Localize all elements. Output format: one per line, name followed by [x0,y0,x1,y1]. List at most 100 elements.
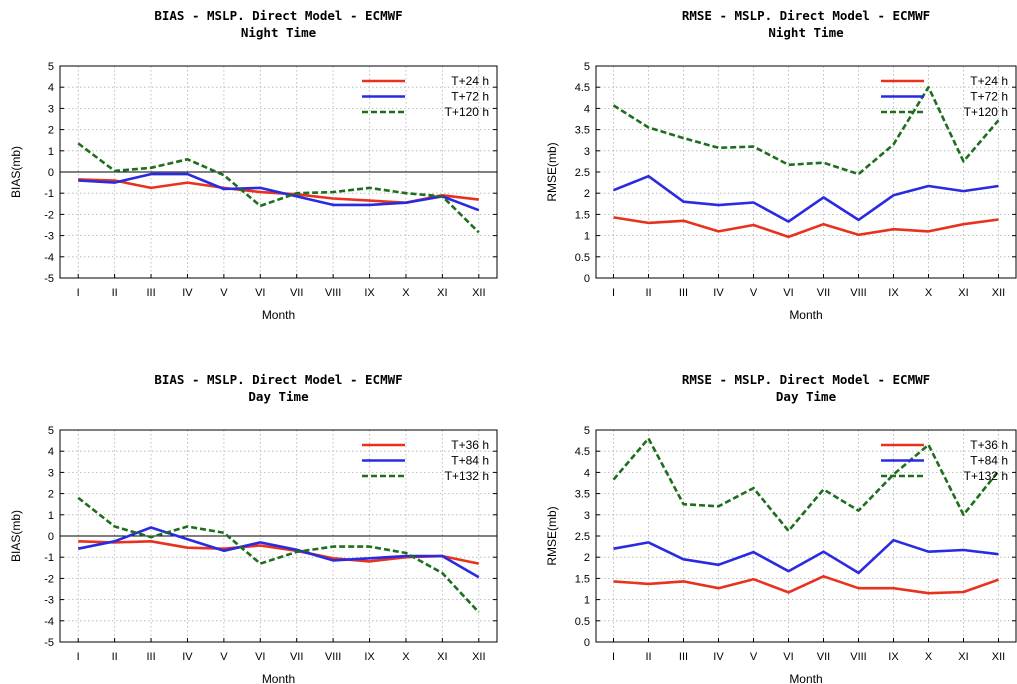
chart-title: RMSE - MSLP. Direct Model - ECMWF [682,372,930,387]
x-tick-label: X [402,651,410,663]
x-tick-label: V [220,287,228,299]
x-tick-label: VI [783,287,793,299]
x-tick-label: II [112,651,118,663]
legend-label: T+24 h [970,74,1008,88]
y-tick-label: 4.5 [575,82,590,94]
y-tick-label: -2 [44,573,54,585]
x-tick-label: XI [958,651,968,663]
y-tick-label: -4 [44,252,54,264]
legend-label: T+36 h [451,438,489,452]
series-line-t-84-h [613,538,999,575]
series-line-t-24-h [613,216,999,239]
series-line-t-84-h [77,526,480,579]
plot-frame [595,65,1017,279]
y-tick-label: 0 [48,531,54,543]
chart-subtitle: Day Time [776,389,837,404]
y-tick-label: 3 [48,467,54,479]
x-tick-label: XII [472,287,485,299]
x-tick-label: III [146,651,155,663]
x-tick-label: XI [437,287,447,299]
x-tick-label: VII [290,287,303,299]
x-tick-label: II [645,287,651,299]
x-tick-label: VI [783,651,793,663]
x-tick-label: II [645,651,651,663]
x-tick-label: III [146,287,155,299]
x-tick-label: V [750,287,758,299]
y-axis-label: RMSE(mb) [545,142,559,201]
y-tick-label: -3 [44,231,54,243]
x-tick-label: V [750,651,758,663]
series-line-t-36-h [613,574,999,595]
y-tick-label: -3 [44,595,54,607]
y-tick-label: 0 [584,273,590,285]
bias-night-chart: BIAS - MSLP. Direct Model - ECMWF Night T… [9,8,498,322]
x-tick-label: VIII [850,287,867,299]
x-tick-label: III [679,651,688,663]
chart-title: BIAS - MSLP. Direct Model - ECMWF [154,8,402,23]
chart-title: BIAS - MSLP. Direct Model - ECMWF [154,372,402,387]
x-tick-label: IX [888,651,899,663]
chart-subtitle: Night Time [768,25,844,40]
y-tick-label: 5 [584,425,590,437]
y-tick-label: -4 [44,616,54,628]
y-tick-label: 1.5 [575,209,590,221]
y-tick-label: -5 [44,273,54,285]
y-tick-label: 0 [584,637,590,649]
y-tick-label: 1 [48,510,54,522]
legend-label: T+36 h [970,438,1008,452]
y-tick-label: 1 [584,595,590,607]
x-axis-label: Month [789,672,822,684]
x-tick-label: IV [182,651,193,663]
y-tick-label: 4.5 [575,446,590,458]
y-tick-label: 4 [48,446,54,458]
x-axis-label: Month [789,308,822,322]
x-tick-label: IV [713,287,724,299]
x-tick-label: X [925,651,933,663]
y-tick-label: 2 [584,552,590,564]
x-tick-label: X [925,287,933,299]
x-tick-label: IV [713,651,724,663]
chart-subtitle: Night Time [241,25,317,40]
y-tick-label: 0 [48,167,54,179]
x-tick-label: IV [182,287,193,299]
y-tick-label: 0.5 [575,616,590,628]
x-tick-label: XII [992,287,1005,299]
series-line-t-132-h [612,437,1000,533]
legend-label: T+24 h [451,74,489,88]
x-tick-label: VII [290,651,303,663]
y-tick-label: 5 [48,61,54,73]
y-tick-label: -1 [44,552,54,564]
x-tick-label: XI [437,651,447,663]
series-line-t-120-h [77,142,480,234]
x-tick-label: III [679,287,688,299]
chart-subtitle: Day Time [248,389,309,404]
chart-title: RMSE - MSLP. Direct Model - ECMWF [682,8,930,23]
y-tick-label: -5 [44,637,54,649]
y-tick-label: 5 [584,61,590,73]
y-tick-label: 5 [48,425,54,437]
y-tick-label: 4 [48,82,54,94]
y-tick-label: 2 [48,489,54,501]
y-tick-label: 0.5 [575,252,590,264]
x-tick-label: VIII [325,651,342,663]
y-tick-label: 3 [584,146,590,158]
y-tick-label: 3 [48,103,54,115]
y-tick-label: 3 [584,510,590,522]
x-tick-label: I [77,651,80,663]
x-tick-label: XII [992,651,1005,663]
x-tick-label: XII [472,651,485,663]
y-tick-label: 3.5 [575,125,590,137]
x-tick-label: II [112,287,118,299]
y-axis-label: BIAS(mb) [9,146,23,198]
legend-label: T+72 h [451,90,489,104]
series-line-t-132-h [77,496,480,614]
y-tick-label: 2 [584,188,590,200]
legend-label: T+132 h [964,469,1008,483]
x-tick-label: VIII [850,651,867,663]
x-tick-label: I [612,651,615,663]
y-tick-label: 2.5 [575,167,590,179]
x-tick-label: XI [958,287,968,299]
plot-frame [595,429,1017,643]
x-tick-label: V [220,651,228,663]
